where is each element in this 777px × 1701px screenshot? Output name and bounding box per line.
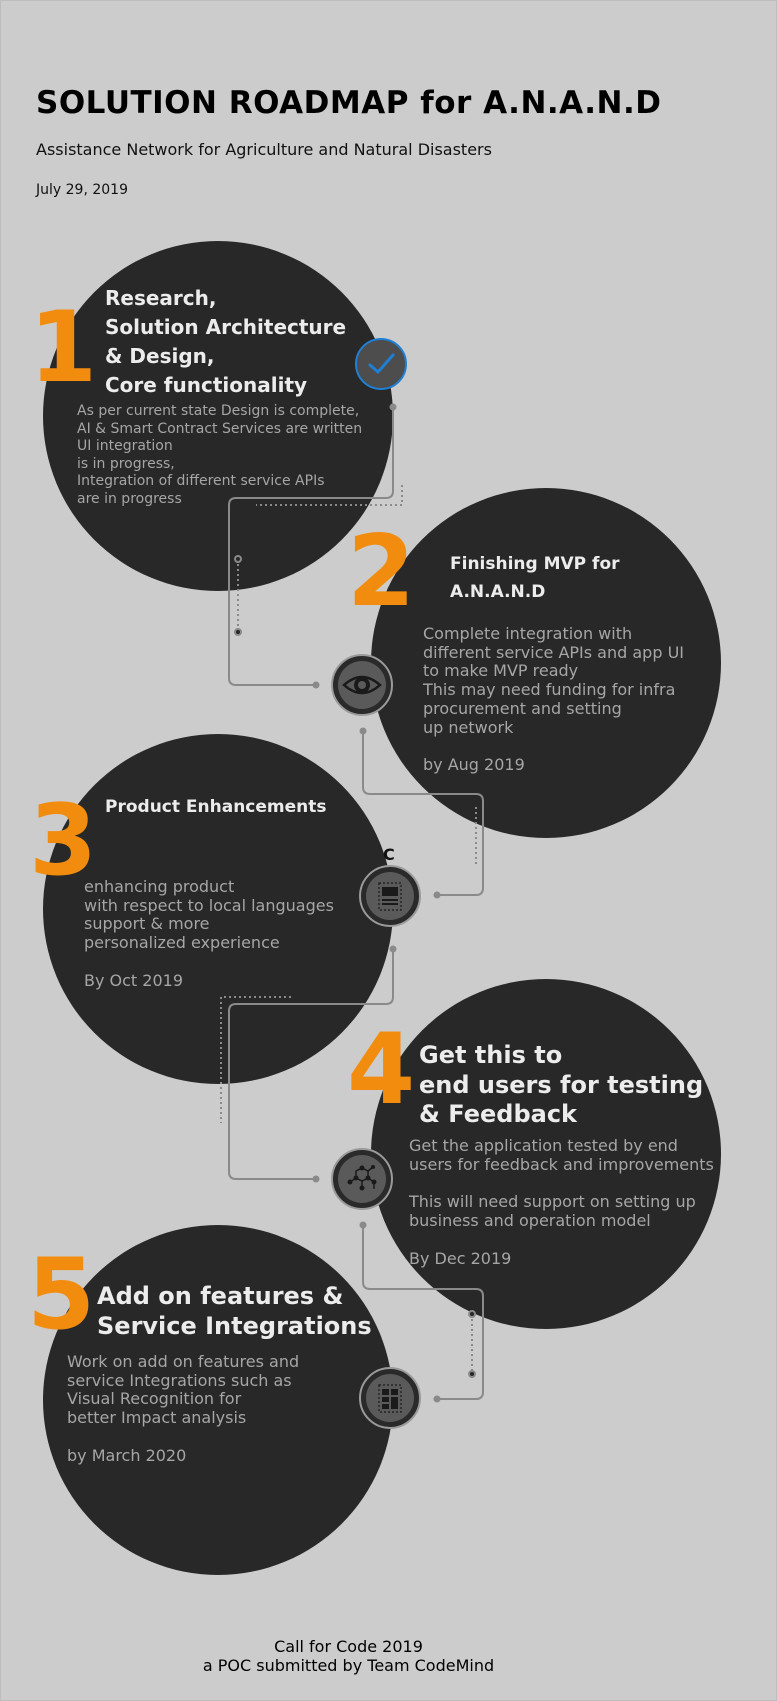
step-1-heading: Research, Solution Architecture & Design…: [105, 284, 346, 400]
step-4-number: 4: [347, 1013, 416, 1127]
step-3-body-line: personalized experience: [84, 933, 280, 953]
grid-layout-icon: [366, 1374, 414, 1422]
step-3-body-line: enhancing product: [84, 877, 235, 896]
step-3-circle: [43, 734, 393, 1084]
step-2-body-line: different service APIs and app UI: [423, 642, 684, 662]
step-2-heading-line: A.N.A.N.D: [450, 582, 546, 602]
step-2-heading-line: Finishing MVP for: [450, 554, 620, 574]
step-4-body-line: users for feedback and improvements: [409, 1154, 714, 1174]
step-5-body-line: better Impact analysis: [67, 1408, 247, 1428]
page-title: SOLUTION ROADMAP for A.N.A.N.D: [36, 85, 662, 121]
step-4-circle: [371, 979, 721, 1329]
step-1-body-line: is in progress,: [77, 455, 175, 472]
step-1-body-line: AI & Smart Contract Services are written: [77, 420, 363, 437]
step-1-body-line: are in progress: [77, 490, 182, 507]
connector-4-5: [362, 1225, 484, 1400]
step-1-body-line: UI integration: [77, 438, 173, 454]
page-subtitle: Assistance Network for Agriculture and N…: [36, 140, 492, 159]
step-2-body-line: Complete integration with: [423, 624, 633, 643]
eye-icon: [338, 661, 386, 709]
step-5-body-line: service Integrations such as: [67, 1370, 292, 1390]
step-2-due-date: by Aug 2019: [423, 755, 525, 774]
step-2-body-line: up network: [423, 717, 514, 737]
step-2-circle: [371, 488, 721, 838]
connector-2-3: [362, 731, 484, 896]
step-3-number: 3: [29, 784, 98, 898]
step-2-number: 2: [347, 515, 416, 629]
step-3-heading-line: Product Enhancements: [105, 797, 327, 817]
step-1-circle: [43, 241, 393, 591]
page-date: July 29, 2019: [36, 182, 128, 198]
step-5-heading: Add on features & Service Integrations: [97, 1282, 372, 1341]
step-3-due-date: By Oct 2019: [84, 971, 183, 990]
step-3-heading: Product Enhancements: [105, 797, 327, 817]
step-1-heading-line: & Design,: [105, 344, 215, 368]
step-2-body: Complete integration with different serv…: [423, 624, 684, 737]
step-1-body-line: Integration of different service APIs: [77, 473, 325, 489]
step-5-number: 5: [27, 1238, 96, 1352]
step-3-body-line: support & more: [84, 914, 210, 934]
step-1-number: 1: [29, 291, 98, 405]
step-3-icon-label: C: [383, 845, 395, 864]
step-1-body: As per current state Design is complete,…: [77, 403, 362, 508]
molecule-icon: [338, 1155, 386, 1203]
step-4-body-line: This will need support on setting up: [409, 1192, 696, 1212]
step-4-body: Get the application tested by end users …: [409, 1136, 714, 1231]
step-2-body-line: This may need funding for infra: [423, 680, 676, 700]
step-2-body-line: procurement and setting: [423, 698, 622, 718]
connector-3-4: [228, 949, 394, 1180]
step-3-icon-ring: [359, 865, 421, 927]
step-4-body-line: [409, 1174, 714, 1193]
step-4-body-line: business and operation model: [409, 1210, 651, 1230]
step-1-heading-line: Core functionality: [105, 373, 308, 397]
document-icon: [366, 872, 414, 920]
step-5-heading-line: Service Integrations: [97, 1311, 372, 1340]
step-4-heading-line: end users for testing: [419, 1070, 704, 1099]
step-5-heading-line: Add on features &: [97, 1282, 344, 1310]
step-4-due-date: By Dec 2019: [409, 1249, 512, 1268]
step-4-heading-line: & Feedback: [419, 1100, 578, 1128]
step-5-circle: [43, 1225, 393, 1575]
connector-1-2: [228, 407, 394, 686]
step-4-heading-line: Get this to: [419, 1041, 563, 1069]
checkmark-icon: [355, 338, 407, 390]
footer-line-1: Call for Code 2019: [274, 1637, 423, 1656]
step-5-icon-ring: [359, 1367, 421, 1429]
step-5-due-date: by March 2020: [67, 1446, 187, 1465]
step-3-body-line: with respect to local languages: [84, 895, 334, 915]
step-4-icon-ring: [331, 1148, 393, 1210]
step-4-body-line: Get the application tested by end: [409, 1136, 678, 1155]
step-4-heading: Get this to end users for testing & Feed…: [419, 1041, 703, 1130]
step-5-body-line: Work on add on features and: [67, 1352, 300, 1371]
step-5-body: Work on add on features and service Inte…: [67, 1352, 300, 1428]
step-1-heading-line: Solution Architecture: [105, 315, 347, 339]
step-5-body-line: Visual Recognition for: [67, 1389, 242, 1409]
footer-line-2: a POC submitted by Team CodeMind: [202, 1656, 495, 1675]
step-2-heading: Finishing MVP for A.N.A.N.D: [450, 550, 620, 606]
step-1-heading-line: Research,: [105, 286, 217, 310]
step-2-icon-ring: [331, 654, 393, 716]
step-1-body-line: As per current state Design is complete,: [77, 403, 360, 419]
step-2-body-line: to make MVP ready: [423, 661, 579, 681]
step-3-body: enhancing product with respect to local …: [84, 877, 334, 953]
